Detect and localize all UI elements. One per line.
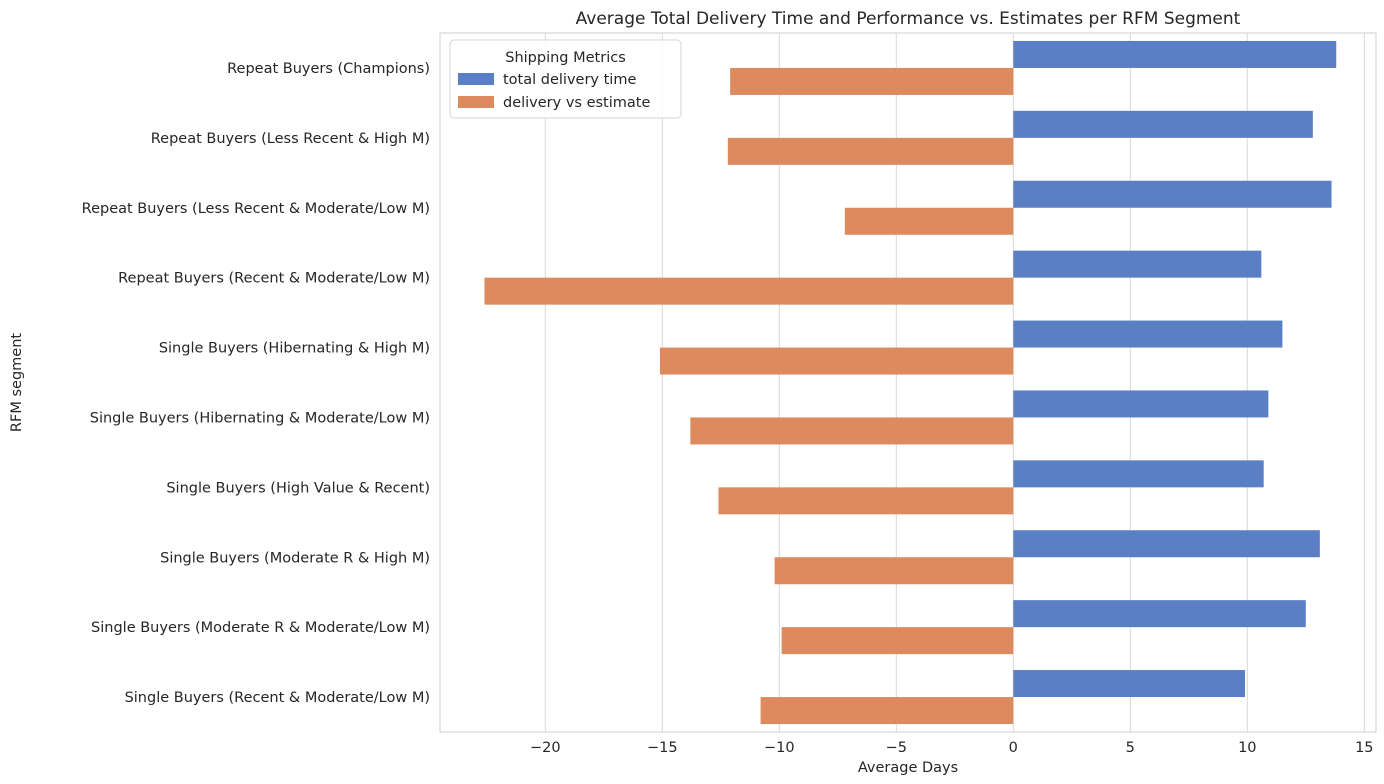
bar-total-delivery-time: [1013, 600, 1306, 628]
y-tick-label: Single Buyers (Hibernating & Moderate/Lo…: [90, 410, 430, 426]
legend-box: [449, 39, 682, 119]
bar-delivery-vs-estimate: [690, 417, 1014, 445]
y-axis-label: RFM segment: [9, 333, 25, 432]
bar-total-delivery-time: [1013, 40, 1337, 68]
y-tick-label: Repeat Buyers (Less Recent & Moderate/Lo…: [82, 201, 430, 217]
bar-delivery-vs-estimate: [844, 207, 1014, 235]
bar-total-delivery-time: [1013, 390, 1269, 418]
bar-delivery-vs-estimate: [727, 137, 1014, 165]
x-tick-label: −10: [764, 740, 795, 756]
bar-total-delivery-time: [1013, 110, 1313, 138]
y-tick-label: Single Buyers (Recent & Moderate/Low M): [125, 690, 430, 706]
legend-items: total delivery time delivery vs estimate: [458, 72, 650, 111]
legend-label: total delivery time: [503, 72, 636, 88]
bar-total-delivery-time: [1013, 320, 1283, 348]
y-tick-label: Single Buyers (Moderate R & High M): [160, 550, 430, 566]
x-tick-label: 15: [1355, 740, 1373, 756]
bar-total-delivery-time: [1013, 670, 1245, 698]
legend-title: Shipping Metrics: [505, 50, 626, 66]
x-tick-label: −15: [647, 740, 678, 756]
bar-delivery-vs-estimate: [718, 487, 1014, 515]
chart-title: Average Total Delivery Time and Performa…: [576, 9, 1241, 29]
bar-total-delivery-time: [1013, 180, 1332, 208]
x-tick-label: −20: [530, 740, 561, 756]
y-tick-label: Single Buyers (High Value & Recent): [166, 480, 430, 496]
legend-label: delivery vs estimate: [503, 95, 650, 111]
legend: Shipping Metrics total delivery time deli…: [449, 39, 682, 119]
x-axis-label: Average Days: [858, 760, 958, 776]
bar-layer: [484, 40, 1337, 725]
bar-delivery-vs-estimate: [774, 557, 1014, 585]
y-tick-label: Single Buyers (Moderate R & Moderate/Low…: [91, 620, 430, 636]
bar-total-delivery-time: [1013, 460, 1264, 488]
y-tick-label: Repeat Buyers (Champions): [227, 61, 430, 77]
bar-total-delivery-time: [1013, 250, 1262, 278]
bar-delivery-vs-estimate: [484, 277, 1014, 305]
x-tick-label: 0: [1009, 740, 1018, 756]
bar-total-delivery-time: [1013, 530, 1320, 558]
y-tick-label: Repeat Buyers (Recent & Moderate/Low M): [118, 271, 430, 287]
bar-delivery-vs-estimate: [659, 347, 1014, 375]
y-tick-labels: Repeat Buyers (Champions) Repeat Buyers (…: [82, 61, 430, 706]
plot-frame: [439, 32, 1377, 733]
legend-swatch-delivery-vs-estimate: [458, 96, 494, 108]
legend-swatch-total-delivery-time: [458, 73, 494, 85]
x-tick-label: 10: [1238, 740, 1256, 756]
y-tick-label: Single Buyers (Hibernating & High M): [159, 341, 430, 357]
x-tick-label: −5: [886, 740, 907, 756]
x-tick-label: 5: [1126, 740, 1135, 756]
bar-delivery-vs-estimate: [730, 67, 1014, 95]
x-tick-labels: −20 −15 −10 −5 0 5 10 15: [530, 740, 1374, 756]
bar-delivery-vs-estimate: [760, 697, 1014, 725]
y-tick-label: Repeat Buyers (Less Recent & High M): [151, 131, 430, 147]
bar-delivery-vs-estimate: [781, 627, 1014, 655]
